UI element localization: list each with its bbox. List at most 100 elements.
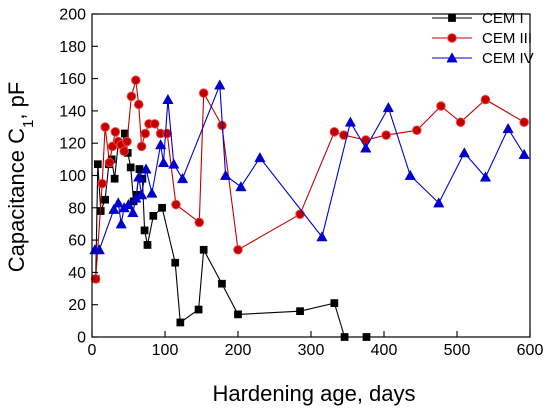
data-point-cem-iv xyxy=(518,148,530,159)
series-cem-iii xyxy=(90,75,529,284)
legend-item-cem-i: CEM I xyxy=(432,10,524,27)
data-point-cem-iv xyxy=(360,142,372,153)
data-point-cem-iii xyxy=(455,117,466,127)
data-point-cem-i xyxy=(121,129,129,138)
data-point-cem-i xyxy=(158,203,166,212)
data-point-cem-iii xyxy=(194,217,205,228)
x-tick-label: 400 xyxy=(371,342,398,359)
legend-item-cem-iv: CEM IV xyxy=(432,50,534,67)
series-layer xyxy=(89,75,530,341)
y-tick-label: 80 xyxy=(68,200,86,217)
data-point-cem-iv xyxy=(122,198,135,209)
data-point-cem-iii xyxy=(133,99,144,110)
x-tick-label: 200 xyxy=(225,342,252,359)
data-point-cem-i xyxy=(143,241,152,249)
data-point-cem-iv xyxy=(254,152,266,163)
y-axis-title-main: Capacitance C xyxy=(4,128,29,272)
y-tick-label: 160 xyxy=(59,71,86,88)
y-tick-label: 120 xyxy=(59,136,86,153)
data-point-cem-iv xyxy=(219,169,232,180)
data-point-cem-iii xyxy=(412,125,422,136)
data-point-cem-iv xyxy=(502,122,514,134)
data-point-cem-i xyxy=(194,305,203,314)
legend-marker-cem-iii xyxy=(447,33,457,43)
data-point-cem-iv xyxy=(157,156,170,167)
data-point-cem-iii xyxy=(519,117,529,127)
data-point-cem-iii xyxy=(104,157,115,168)
data-point-cem-iv xyxy=(146,187,158,198)
data-point-cem-iv xyxy=(479,171,492,182)
data-point-cem-iv xyxy=(458,147,470,158)
data-point-cem-i xyxy=(176,318,185,327)
data-point-cem-i xyxy=(93,160,102,169)
data-point-cem-i xyxy=(171,258,180,267)
data-point-cem-i xyxy=(218,279,226,288)
axes-layer: 0 100 200 300 400 500 600 0 20 40 60 80 100 120 140 160… xyxy=(59,7,543,360)
data-point-cem-i xyxy=(110,174,119,183)
data-point-cem-iv xyxy=(344,116,357,127)
x-tick-label: 0 xyxy=(88,342,97,359)
data-point-cem-iv xyxy=(108,203,120,214)
x-tick-label: 600 xyxy=(517,342,544,359)
y-tick-label: 180 xyxy=(59,39,86,56)
plot-frame xyxy=(91,13,531,338)
y-axis-title: Capacitance C1, pF xyxy=(4,82,37,273)
data-point-cem-iii xyxy=(480,94,491,105)
legend-label-cem-iii: CEM III xyxy=(482,30,532,47)
x-axis-title: Hardening age, days xyxy=(212,381,415,406)
data-point-cem-iv xyxy=(136,189,148,200)
data-point-cem-iii xyxy=(97,178,107,189)
data-point-cem-iii xyxy=(122,136,132,147)
data-point-cem-i xyxy=(296,307,304,316)
x-tick-label: 100 xyxy=(152,342,179,359)
legend-marker-cem-iv xyxy=(446,52,458,63)
data-point-cem-iii xyxy=(126,91,137,102)
data-point-cem-iii xyxy=(100,122,110,132)
data-point-cem-i xyxy=(126,163,135,172)
data-point-cem-iv xyxy=(115,218,127,229)
y-tick-label: 140 xyxy=(59,103,86,120)
data-point-cem-iv xyxy=(162,93,174,105)
x-tick-label: 500 xyxy=(444,342,471,359)
y-tick-label: 0 xyxy=(77,330,86,347)
data-point-cem-iii xyxy=(119,146,129,157)
y-tick-label: 200 xyxy=(59,7,86,24)
y-tick-label: 100 xyxy=(59,168,86,185)
data-point-cem-iii xyxy=(295,209,305,220)
data-point-cem-iv xyxy=(235,181,247,192)
data-point-cem-i xyxy=(234,310,242,319)
data-point-cem-iv xyxy=(214,79,226,90)
y-tick-label: 20 xyxy=(68,297,86,314)
data-point-cem-iii xyxy=(171,199,181,210)
legend-item-cem-iii: CEM III xyxy=(432,30,532,47)
legend: CEM I CEM III CEM IV xyxy=(432,10,534,67)
data-point-cem-iv xyxy=(316,231,328,242)
data-point-cem-iii xyxy=(233,245,243,255)
series-cem-i xyxy=(91,129,371,341)
y-tick-label: 40 xyxy=(68,265,86,282)
data-point-cem-iv xyxy=(112,197,124,208)
data-point-cem-iii xyxy=(131,75,141,85)
data-point-cem-iv xyxy=(433,197,445,208)
data-point-cem-iv xyxy=(140,163,152,174)
data-point-cem-iii xyxy=(329,127,340,137)
series-cem-iv xyxy=(89,79,530,255)
data-point-cem-iii xyxy=(339,130,349,140)
y-axis-title-subscript: 1 xyxy=(20,120,37,128)
data-point-cem-iii xyxy=(110,127,121,137)
data-point-cem-iv xyxy=(168,158,180,169)
series-line-cem-i xyxy=(95,133,367,338)
data-point-cem-i xyxy=(101,195,109,204)
y-axis-title-unit: , pF xyxy=(4,82,29,120)
data-point-cem-iii xyxy=(381,130,391,140)
data-point-cem-iii xyxy=(436,101,446,111)
data-point-cem-iv xyxy=(382,101,395,113)
data-point-cem-iii xyxy=(198,88,209,98)
y-tick-label: 60 xyxy=(68,233,86,250)
legend-label-cem-i: CEM I xyxy=(482,10,524,27)
legend-marker-cem-i xyxy=(448,14,456,22)
data-point-cem-i xyxy=(149,212,158,220)
series-line-cem-iv xyxy=(94,84,525,251)
